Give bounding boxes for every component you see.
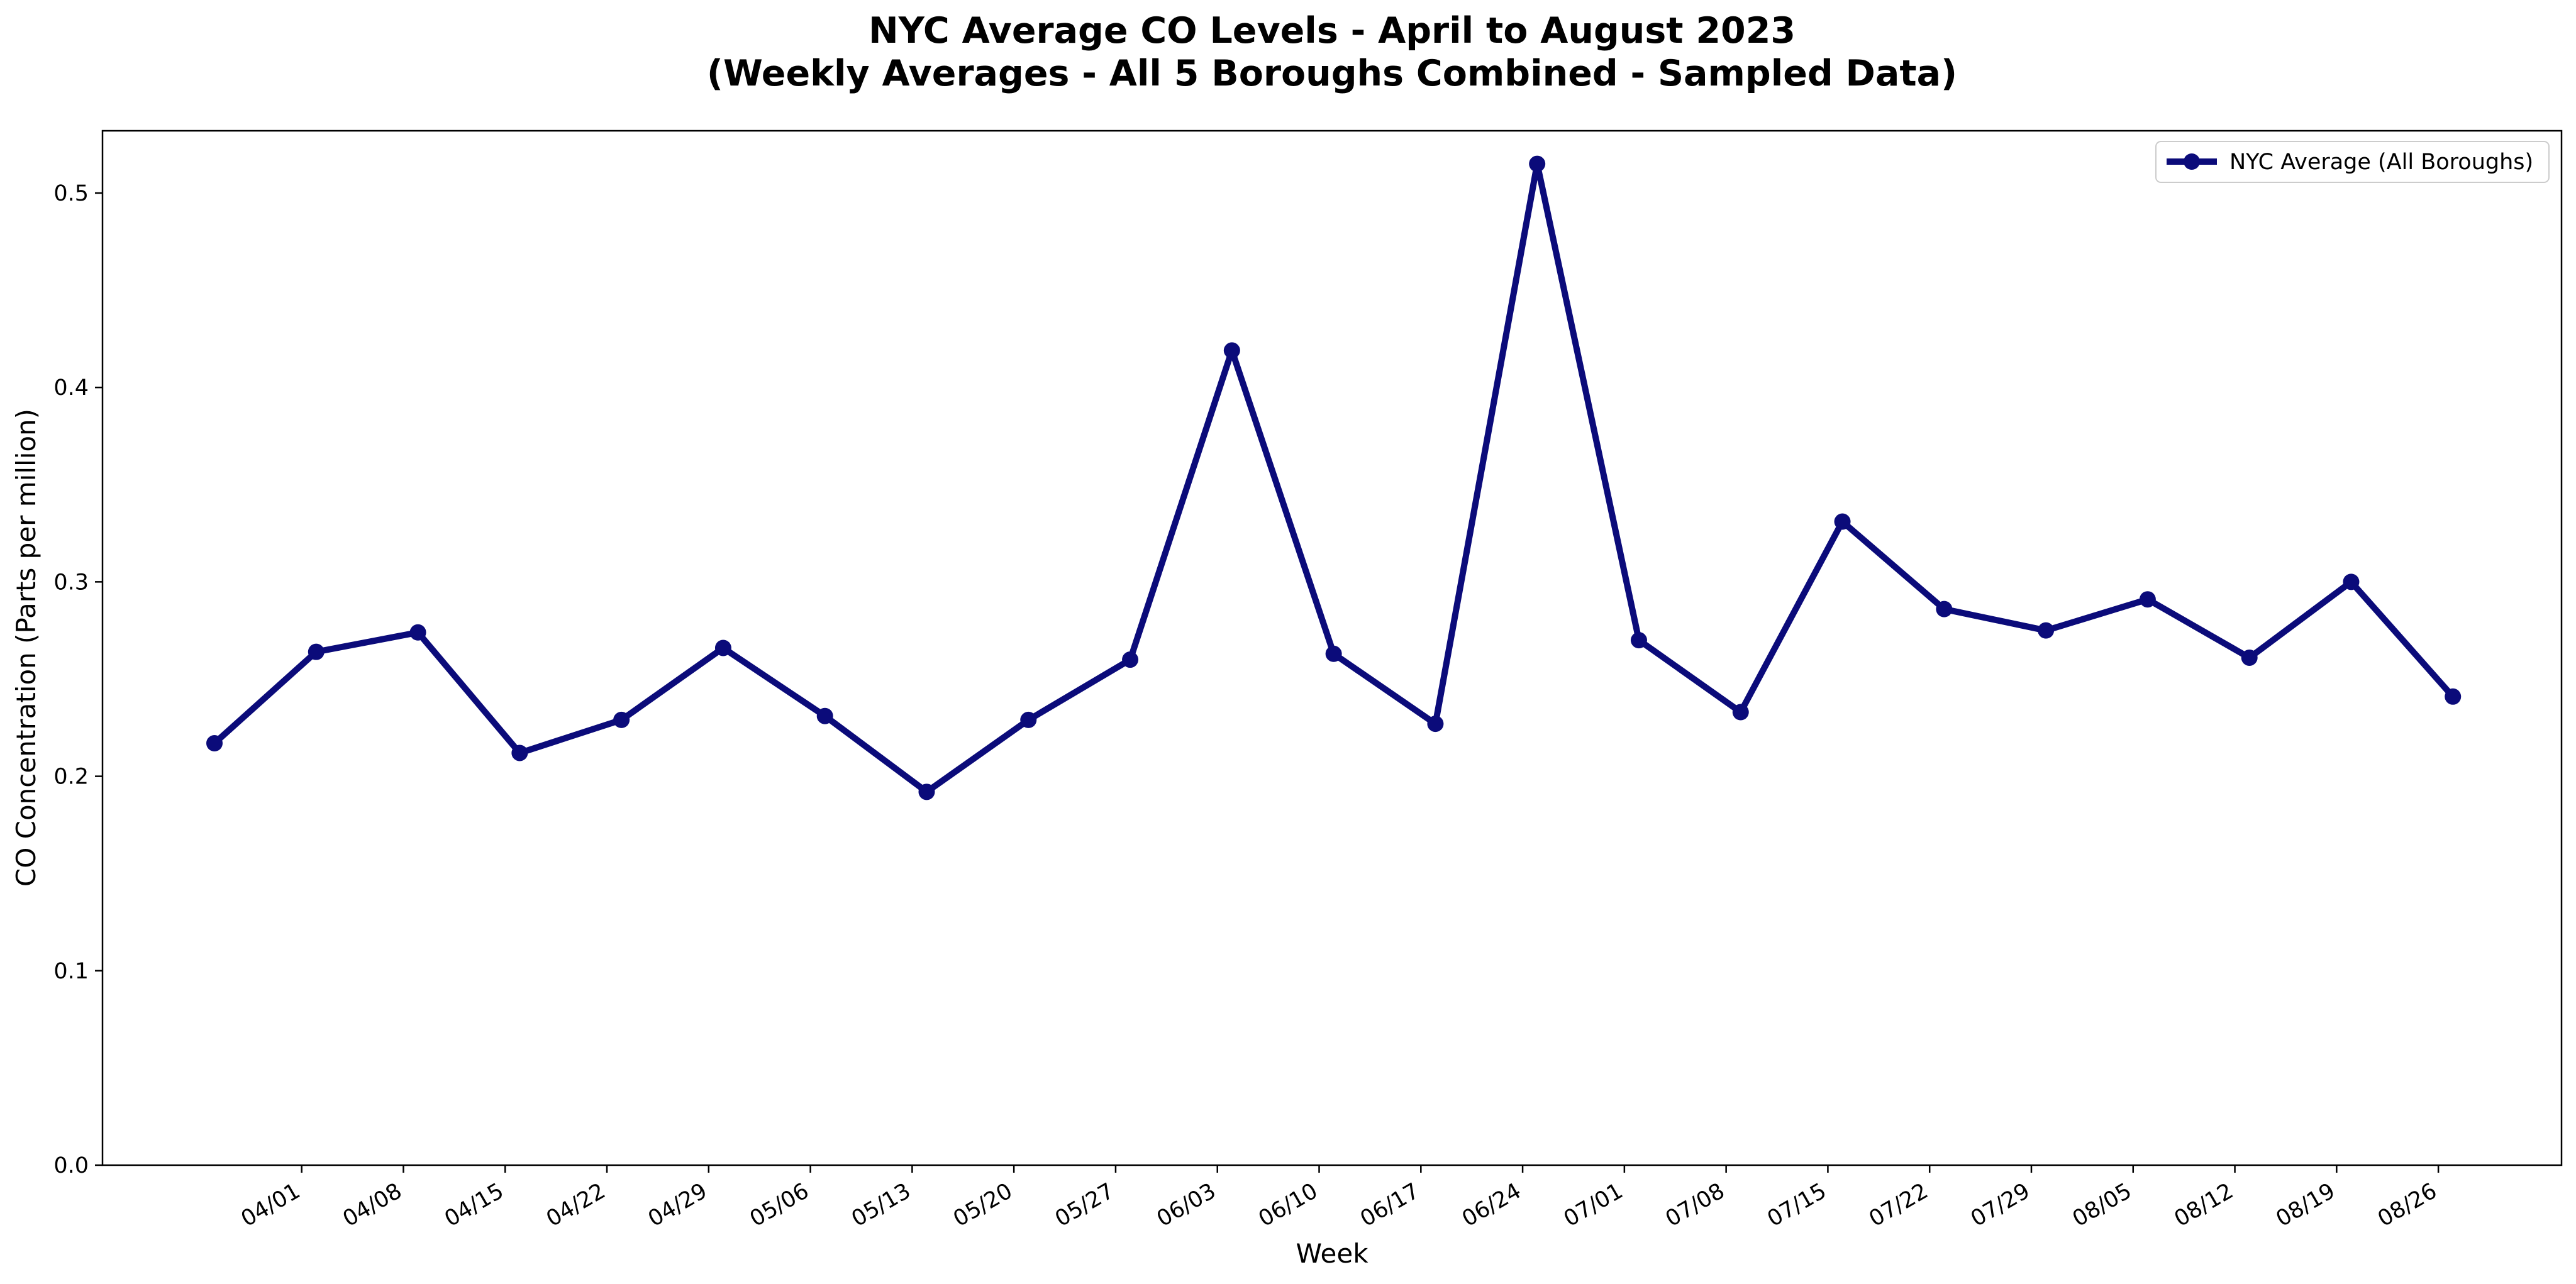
data-point [1834, 513, 1851, 530]
x-tick-label: 06/24 [1458, 1178, 1525, 1232]
x-tick-label: 04/15 [440, 1178, 508, 1232]
x-tick-label: 05/06 [746, 1178, 813, 1232]
data-point [206, 735, 223, 752]
data-point [409, 624, 426, 641]
data-point [1427, 716, 1444, 733]
y-tick-label: 0.4 [53, 375, 89, 401]
x-tick-label: 07/22 [1865, 1178, 1932, 1232]
x-tick-label: 04/22 [542, 1178, 609, 1232]
y-tick-label: 0.1 [53, 959, 89, 984]
legend-swatch-marker [2184, 153, 2200, 170]
data-point [308, 643, 325, 660]
x-tick-label: 05/27 [1051, 1178, 1118, 1232]
data-point [816, 707, 833, 724]
data-point [1325, 645, 1342, 662]
data-point [2445, 688, 2462, 705]
series-line [212, 160, 2455, 795]
data-point [1529, 155, 1546, 172]
series-layer [206, 155, 2462, 800]
x-tick-label: 05/13 [848, 1178, 915, 1232]
x-axis-label: Week [1296, 1238, 1368, 1269]
x-tick-label: 04/01 [237, 1178, 304, 1232]
data-point [613, 711, 630, 728]
data-point [1122, 651, 1139, 668]
data-point [918, 783, 935, 800]
x-tick-label: 04/29 [644, 1178, 711, 1232]
x-tick-label: 06/17 [1356, 1178, 1423, 1232]
data-point [511, 744, 528, 761]
y-axis-label: CO Concentration (Parts per million) [11, 409, 42, 887]
x-tick-label: 06/10 [1255, 1178, 1322, 1232]
x-tick-label: 08/05 [2068, 1178, 2136, 1232]
data-point [2241, 649, 2258, 666]
x-axis: 04/01 04/08 04/15 04/22 04/29 05/06 05/13 05/20… [237, 1165, 2441, 1232]
y-tick-label: 0.0 [53, 1153, 89, 1178]
x-tick-label: 07/15 [1763, 1178, 1831, 1232]
legend-box [2155, 141, 2550, 183]
y-tick-label: 0.5 [53, 181, 89, 206]
data-point [1630, 632, 1647, 649]
x-tick-label: 05/20 [949, 1178, 1016, 1232]
data-point [2038, 622, 2055, 639]
legend: NYC Average (All Boroughs) [2155, 141, 2550, 183]
x-tick-label: 07/01 [1560, 1178, 1627, 1232]
x-tick-label: 04/08 [339, 1178, 406, 1232]
x-tick-label: 08/26 [2373, 1178, 2441, 1232]
data-point [714, 639, 731, 656]
x-tick-label: 06/03 [1153, 1178, 1220, 1232]
plot-frame [101, 130, 2563, 1166]
data-point [2343, 573, 2360, 590]
y-tick-label: 0.3 [53, 570, 89, 595]
x-tick-label: 07/29 [1967, 1178, 2034, 1232]
chart-title: NYC Average CO Levels - April to August … [869, 10, 1796, 52]
x-tick-label: 07/08 [1662, 1178, 1729, 1232]
x-tick-label: 08/19 [2272, 1178, 2339, 1232]
x-tick-label: 08/12 [2170, 1178, 2238, 1232]
y-tick-label: 0.2 [53, 765, 89, 790]
data-point [1223, 342, 1240, 359]
data-point [1020, 711, 1037, 728]
data-point [2139, 591, 2156, 608]
data-point [1732, 704, 1749, 721]
y-axis: 0.0 0.1 0.2 0.3 0.4 0.5 [53, 181, 103, 1178]
legend-entry-label: NYC Average (All Boroughs) [2229, 150, 2533, 175]
chart-subtitle: (Weekly Averages - All 5 Boroughs Combin… [707, 53, 1957, 94]
data-point [1936, 600, 1953, 617]
